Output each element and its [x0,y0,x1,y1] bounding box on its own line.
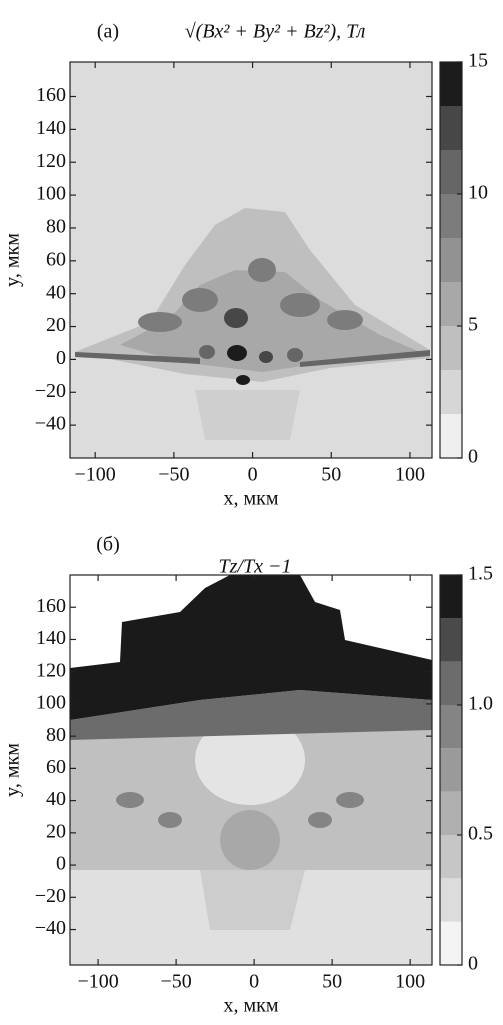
colorbar-band [440,835,462,879]
field-a [70,62,432,458]
panel-label: (a) [97,21,119,43]
chart-title: √(Bx² + By² + Bz²), Тл [185,21,366,43]
colorbar-band [440,791,462,835]
colorbar-tick-label: 0 [468,953,478,975]
plot-frame [69,574,433,966]
plot-frame [69,61,433,459]
y-tick-label: 40 [46,281,66,303]
y-tick-label: 100 [36,692,66,714]
colorbar-tick-label: 1.0 [468,693,493,715]
colorbar-tick-label: 10 [468,182,488,204]
y-tick-label: 0 [56,853,66,875]
x-tick-label: −50 [160,971,191,993]
colorbar-band [440,106,462,150]
x-tick-label: 0 [249,971,259,993]
x-tick-label: 50 [322,971,342,993]
x-tick-label: −100 [77,971,118,993]
colorbar-tick-label: 0.5 [468,823,493,845]
y-tick-label: −40 [35,917,66,939]
field-b [70,575,432,965]
colorbar-band [440,705,462,749]
x-tick-label: −100 [75,464,116,486]
y-tick-label: 160 [36,84,66,106]
y-tick-label: 0 [56,347,66,369]
chart-title: Tz/Tx −1 [219,556,292,578]
colorbar-tick-label: 0 [468,446,478,468]
y-tick-label: 140 [36,627,66,649]
colorbar-band [440,618,462,662]
y-axis-label: y, мкм [2,233,24,287]
colorbar-band [440,282,462,326]
colorbar-band [440,878,462,922]
y-tick-label: 120 [36,150,66,172]
colorbar-band [440,370,462,414]
y-tick-label: 140 [36,117,66,139]
y-tick-label: 20 [46,314,66,336]
colorbar-tick-label: 1.5 [468,563,493,585]
colorbar-frame [439,61,463,459]
y-tick-label: 80 [46,216,66,238]
colorbar-band [440,194,462,238]
colorbar-tick-label: 5 [468,314,478,336]
y-tick-label: −40 [35,413,66,435]
x-tick-label: 100 [395,464,425,486]
colorbar-frame [439,574,463,966]
colorbar-band [440,62,462,106]
colorbar-band [440,575,462,619]
y-tick-label: −20 [35,380,66,402]
x-tick-label: 50 [321,464,341,486]
y-tick-label: 120 [36,659,66,681]
colorbar-band [440,414,462,458]
y-tick-label: 160 [36,595,66,617]
colorbar-band [440,238,462,282]
x-tick-label: 100 [395,971,425,993]
colorbar-band [440,661,462,705]
y-tick-label: 80 [46,724,66,746]
y-tick-label: 60 [46,756,66,778]
colorbar-band [440,921,462,965]
y-tick-label: −20 [35,885,66,907]
y-tick-label: 60 [46,248,66,270]
x-axis-label: x, мкм [223,995,278,1017]
panel-label: (б) [96,534,120,556]
colorbar-band [440,326,462,370]
colorbar-tick-label: 15 [468,50,488,72]
y-tick-label: 100 [36,183,66,205]
x-tick-label: −50 [158,464,189,486]
x-axis-label: x, мкм [223,488,278,510]
colorbar-band [440,748,462,792]
colorbar-band [440,150,462,194]
y-tick-label: 20 [46,820,66,842]
y-tick-label: 40 [46,788,66,810]
x-tick-label: 0 [248,464,258,486]
y-axis-label: y, мкм [2,743,24,797]
